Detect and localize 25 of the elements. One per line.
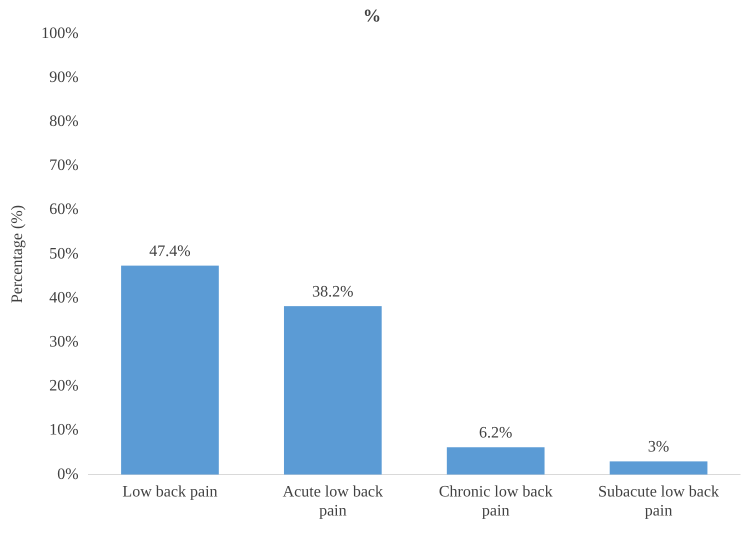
x-tick-label: Acute low back pain: [282, 483, 384, 520]
y-tick-label: 50%: [49, 245, 79, 262]
data-label: 6.2%: [479, 424, 512, 442]
bar: [121, 266, 219, 475]
y-tick-label: 60%: [49, 201, 79, 218]
bar: [446, 447, 545, 475]
y-tick-label: 10%: [49, 422, 79, 439]
y-tick-label: 20%: [49, 378, 79, 395]
y-tick-label: 30%: [49, 334, 79, 351]
y-tick-label: 100%: [41, 24, 79, 42]
x-tick-label: Chronic low back pain: [438, 483, 553, 520]
x-tick-label: Low back pain: [122, 483, 218, 500]
y-tick-label: 0%: [57, 466, 79, 483]
data-label: 38.2%: [312, 283, 354, 300]
y-tick-label: 40%: [49, 289, 79, 306]
data-label: 47.4%: [149, 242, 191, 260]
y-tick-label: 80%: [49, 113, 79, 130]
data-label: 3%: [648, 438, 670, 456]
y-axis-title: Percentage (%): [8, 205, 26, 304]
y-tick-label: 70%: [49, 157, 79, 174]
chart-title: %: [363, 5, 381, 26]
bar: [610, 461, 708, 475]
bar: [284, 306, 382, 475]
x-tick-label: Subacute low back pain: [598, 483, 719, 520]
y-tick-label: 90%: [49, 68, 79, 86]
